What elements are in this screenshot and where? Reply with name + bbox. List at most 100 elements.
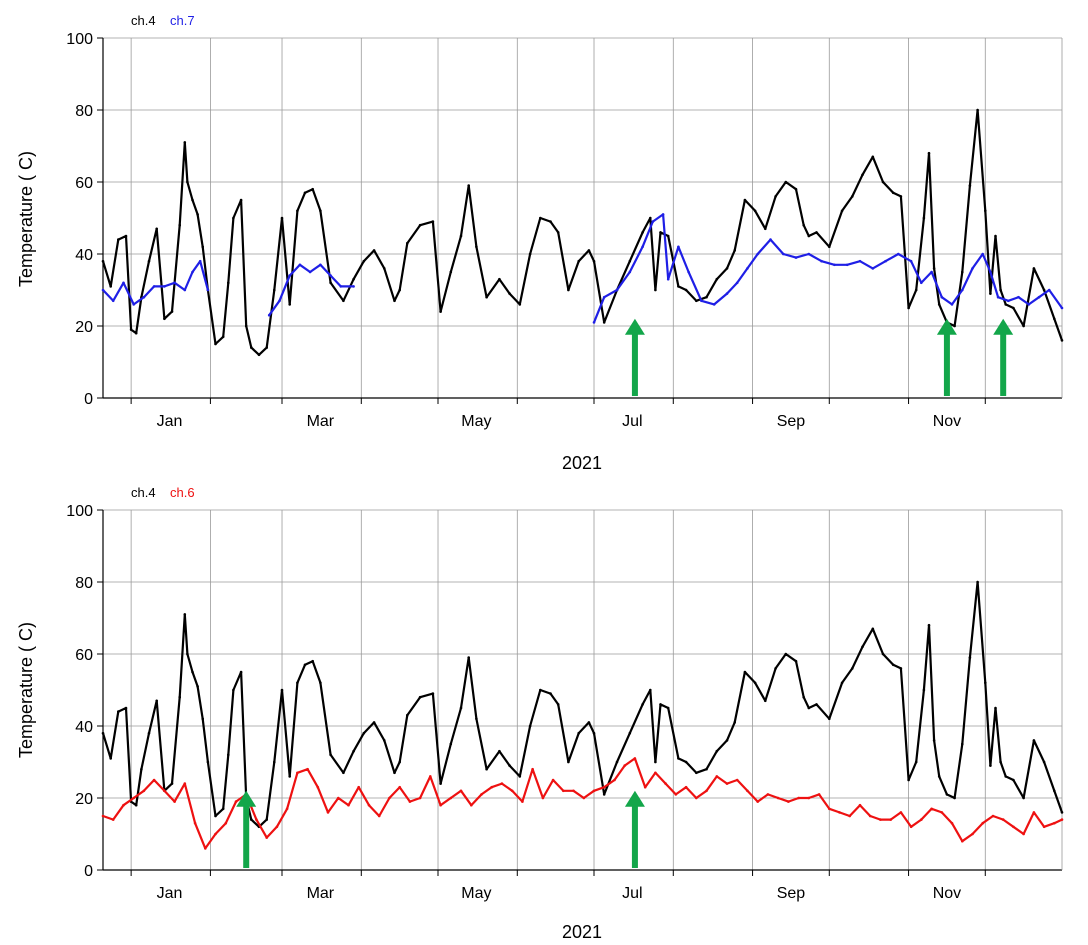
data-point [881,180,885,184]
data-point [239,198,243,202]
data-point [155,227,158,231]
data-point [794,256,798,259]
data-point [633,757,637,760]
data-point [794,659,798,663]
data-point [357,785,361,789]
data-point [684,785,688,789]
data-point [273,760,276,764]
data-point [871,267,875,270]
x-tick-label: Jul [622,885,642,902]
data-point [858,259,862,263]
data-point [666,234,670,238]
data-point [1060,818,1064,821]
data-point [994,234,997,238]
data-point [746,789,749,793]
data-point [319,681,322,685]
data-point [787,800,790,803]
data-point [899,811,903,814]
data-point [129,328,133,331]
data-point [651,220,655,223]
y-tick-label: 0 [84,391,93,408]
data-point [170,782,174,785]
data-point [817,793,821,796]
data-point [556,231,560,234]
data-point [914,288,918,292]
data-point [459,234,463,238]
legend-label-ch7: ch.7 [170,13,195,28]
y-axis-label: Temperature ( C) [16,151,36,287]
data-point [431,220,435,223]
data-point [971,267,974,270]
data-point [296,209,299,213]
data-point [1012,825,1015,829]
data-point [961,270,964,274]
data-point [794,187,798,191]
data-point [725,267,729,270]
data-point [1060,306,1064,310]
data-point [206,760,210,764]
data-point [735,281,739,285]
data-point [449,742,453,746]
data-point [508,764,511,767]
y-tick-label: 60 [75,647,93,664]
data-point [592,789,596,793]
data-point [475,245,478,249]
data-point [582,796,586,800]
data-point [871,627,875,631]
x-tick-label: Sep [777,885,806,902]
data-point [342,299,345,303]
data-point [521,800,524,803]
data-point [989,764,992,767]
data-point [459,789,463,793]
data-point [490,785,494,789]
y-tick-label: 80 [75,575,93,592]
data-point [418,223,422,227]
data-point [285,807,289,811]
data-point [858,803,862,807]
data-point [766,793,770,796]
x-tick-label: Mar [307,885,335,902]
data-point [922,688,926,692]
data-point [275,825,279,829]
data-point [124,706,128,710]
data-point [1053,317,1056,321]
data-point [124,234,128,238]
data-point [628,259,632,263]
legend-label-ch4: ch.4 [131,13,156,28]
data-point [183,141,187,144]
data-point [306,767,309,771]
data-point [439,803,442,807]
data-point [528,724,532,728]
data-point [897,252,900,256]
data-point [393,299,396,303]
data-point [907,306,910,310]
data-point [339,285,343,288]
data-point [329,274,332,277]
data-point [498,277,501,281]
data-point [871,155,875,159]
data-point [920,818,923,821]
data-point [851,667,854,670]
data-point [784,180,788,184]
data-point [101,731,105,735]
data-point [845,263,849,267]
data-point [267,313,271,317]
data-point [337,796,340,800]
data-point [101,259,105,263]
data-point [820,259,823,263]
data-point [498,749,501,753]
y-tick-label: 60 [75,175,93,192]
data-point [152,778,156,782]
data-point [643,785,647,789]
data-point [838,811,841,814]
data-point [712,303,716,306]
data-point [549,692,552,695]
data-point [677,245,680,249]
data-point [961,288,964,292]
data-point [1060,811,1064,814]
legend-label-ch6: ch.6 [170,485,195,500]
data-point [204,847,207,850]
data-point [467,184,471,187]
data-point [556,703,560,706]
data-point [684,288,688,292]
